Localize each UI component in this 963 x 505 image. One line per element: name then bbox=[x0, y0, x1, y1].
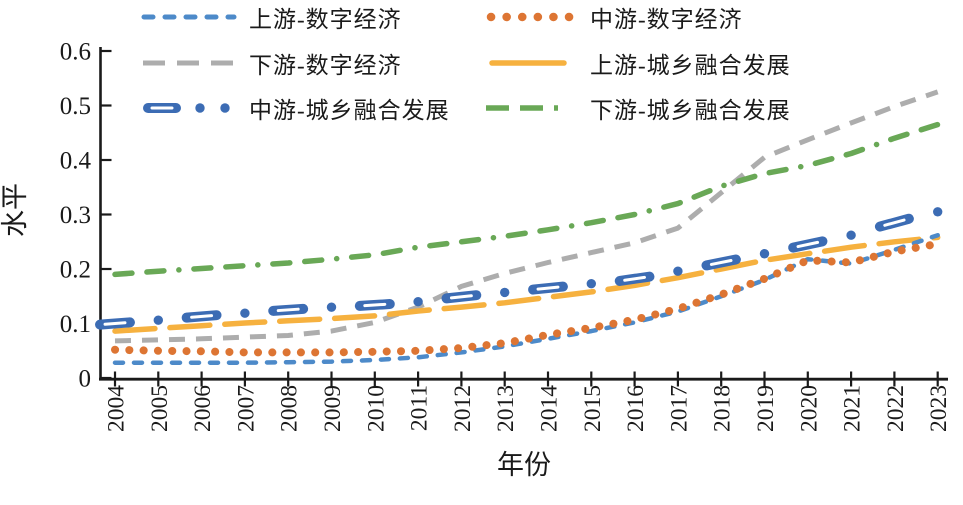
y-tick-label: 0.5 bbox=[60, 93, 91, 120]
y-axis-title: 水平 bbox=[0, 183, 30, 237]
dot-marker bbox=[240, 308, 250, 318]
capsule-core bbox=[103, 321, 127, 326]
x-tick-label: 2012 bbox=[450, 385, 476, 432]
x-tick-label: 2011 bbox=[407, 385, 433, 431]
x-tick-label: 2023 bbox=[926, 385, 952, 432]
capsule-core bbox=[796, 240, 820, 249]
series-line-zhongyou-chengxiang bbox=[95, 207, 943, 330]
capsule-core bbox=[363, 302, 387, 308]
legend-item-2: 下游-数字经济 bbox=[138, 51, 402, 78]
x-tick-label: 2015 bbox=[580, 385, 606, 432]
series-layer bbox=[95, 89, 943, 365]
y-tick-label: 0.3 bbox=[60, 202, 91, 229]
capsule-core bbox=[276, 307, 300, 313]
legend-marker-capsule-dot-icon bbox=[143, 103, 230, 113]
capsule-core bbox=[623, 275, 646, 282]
x-tick-label: 2010 bbox=[363, 385, 389, 432]
x-tick-label: 2021 bbox=[840, 385, 866, 432]
dot-marker bbox=[586, 279, 596, 289]
legend-marker-dot-icon bbox=[486, 12, 579, 22]
x-tick-label: 2008 bbox=[277, 385, 303, 432]
x-axis-title: 年份 bbox=[497, 450, 551, 480]
series-line-shangyou-shuzi bbox=[112, 232, 940, 365]
legend-item-1: 中游-数字经济 bbox=[484, 5, 743, 32]
x-tick-label: 2022 bbox=[883, 385, 909, 432]
capsule-core bbox=[536, 285, 560, 291]
legend-label: 中游-数字经济 bbox=[590, 7, 743, 32]
x-tick-label: 2018 bbox=[710, 385, 736, 432]
legend-marker-dash-icon bbox=[143, 60, 235, 66]
x-tick-label: 2017 bbox=[666, 385, 692, 432]
series-line-xiayou-shuzi bbox=[114, 89, 939, 344]
capsule-core bbox=[449, 294, 473, 300]
y-tick-label: 0.2 bbox=[60, 257, 91, 284]
legend-label: 下游-数字经济 bbox=[249, 53, 402, 78]
series-line-shangyou-chengxiang bbox=[112, 234, 941, 334]
x-tick-label: 2014 bbox=[537, 385, 563, 432]
y-tick-label: 0.4 bbox=[60, 148, 92, 175]
dot-marker bbox=[500, 287, 510, 298]
dot-marker bbox=[673, 266, 683, 276]
legend-item-4: 中游-城乡融合发展 bbox=[138, 96, 450, 123]
y-tick-label: 0.6 bbox=[60, 39, 91, 66]
x-tick-label: 2019 bbox=[753, 385, 779, 432]
legend-marker-dash-dash-dot-icon bbox=[486, 105, 576, 111]
series-line-zhongyou-shuzi bbox=[111, 239, 942, 357]
legend-marker-short-dash-icon bbox=[141, 14, 237, 20]
capsule-core bbox=[883, 218, 906, 227]
dot-marker bbox=[759, 249, 770, 259]
capsule-core bbox=[709, 258, 733, 266]
legend-label: 上游-数字经济 bbox=[249, 7, 402, 32]
dot-marker bbox=[326, 302, 337, 312]
series-line-xiayou-chengxiang bbox=[112, 121, 941, 278]
legend-item-0: 上游-数字经济 bbox=[138, 5, 402, 32]
legend-item-5: 下游-城乡融合发展 bbox=[484, 96, 791, 123]
legend-label: 中游-城乡融合发展 bbox=[249, 98, 450, 123]
legend-item-3: 上游-城乡融合发展 bbox=[484, 51, 791, 78]
legend-marker-long-dash-icon bbox=[489, 60, 567, 66]
x-tick-label: 2006 bbox=[190, 385, 216, 432]
dot-marker bbox=[933, 207, 943, 217]
dot-marker bbox=[413, 297, 423, 307]
x-tick-label: 2013 bbox=[493, 385, 519, 432]
legend-label: 上游-城乡融合发展 bbox=[590, 53, 791, 78]
x-tick-label: 2004 bbox=[104, 385, 130, 432]
x-tick-label: 2005 bbox=[147, 385, 173, 432]
x-tick-label: 2009 bbox=[320, 385, 346, 432]
y-tick-label: 0.1 bbox=[60, 311, 91, 338]
x-tick-label: 2016 bbox=[623, 385, 649, 432]
dot-marker bbox=[846, 230, 856, 240]
dot-marker bbox=[153, 315, 163, 325]
legend-label: 下游-城乡融合发展 bbox=[590, 98, 791, 123]
capsule-core bbox=[190, 314, 214, 319]
x-tick-label: 2007 bbox=[233, 385, 259, 432]
y-tick-label: 0 bbox=[79, 366, 92, 393]
axes-layer: 0 0.1 0.2 0.3 0.4 0.5 0.6 2004 2005 2006 2007 2008 2… bbox=[60, 39, 952, 433]
x-tick-label: 2020 bbox=[796, 385, 822, 432]
